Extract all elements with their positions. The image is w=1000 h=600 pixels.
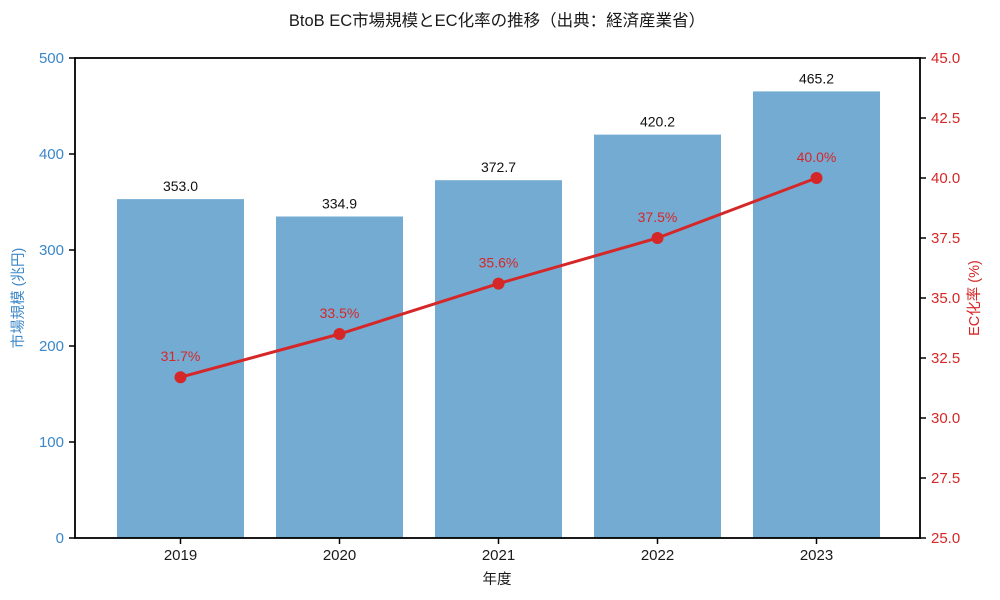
right-y-tick-label: 25.0 [931,530,960,547]
ticks-layer: 2019 2020 2021 2022 2023 0 100 200 300 400 500 25.0… [39,50,960,564]
right-y-tick-label: 42.5 [931,110,960,127]
line-point-2023 [810,172,823,184]
line-point-2021 [492,277,505,290]
right-y-tick-label: 35.0 [931,290,960,307]
x-tick-label: 2022 [641,547,674,564]
bars-layer [117,91,880,539]
x-tick-label: 2023 [800,547,833,564]
line-point-label: 33.5% [320,305,360,321]
line-point-label: 35.6% [479,255,519,271]
left-y-tick-label: 0 [56,530,64,547]
left-y-tick-label: 400 [39,146,64,163]
chart-title: BtoB EC市場規模とEC化率の推移（出典：経済産業省） [289,11,705,30]
right-y-axis-label: EC化率 (%) [966,260,983,336]
x-tick-label: 2020 [323,547,356,564]
right-y-tick-label: 40.0 [931,170,960,187]
left-y-tick-label: 100 [39,434,64,451]
left-y-tick-label: 300 [39,242,64,259]
bar-value-label: 420.2 [640,114,675,130]
right-y-tick-label: 30.0 [931,410,960,427]
left-y-tick-label: 200 [39,338,64,355]
data-labels-layer: 353.0 334.9 372.7 420.2 465.2 31.7% 33.5% 35.6%… [161,70,837,364]
bar-2019 [117,199,244,538]
line-point-label: 31.7% [161,348,201,364]
line-layer [174,172,823,384]
line-point-2022 [651,232,664,244]
bar-value-label: 465.2 [799,70,834,86]
line-point-2020 [333,328,346,340]
left-y-tick-label: 500 [39,50,64,67]
right-y-tick-label: 45.0 [931,50,960,67]
line-point-label: 37.5% [638,209,678,225]
left-y-axis-label: 市場規模 (兆円) [10,248,27,349]
right-y-tick-label: 27.5 [931,470,960,487]
right-y-tick-label: 32.5 [931,350,960,367]
x-tick-label: 2021 [482,547,515,564]
bar-value-label: 353.0 [163,178,198,194]
x-tick-label: 2019 [164,547,197,564]
bar-value-label: 334.9 [322,195,357,211]
bar-2022 [594,134,721,538]
bar-2023 [753,91,880,539]
line-point-2019 [174,371,187,384]
x-axis-label: 年度 [483,571,512,588]
line-point-label: 40.0% [797,149,837,165]
bar-2020 [276,216,403,538]
bar-value-label: 372.7 [481,159,516,175]
bar-2021 [435,180,562,538]
right-y-tick-label: 37.5 [931,230,960,247]
